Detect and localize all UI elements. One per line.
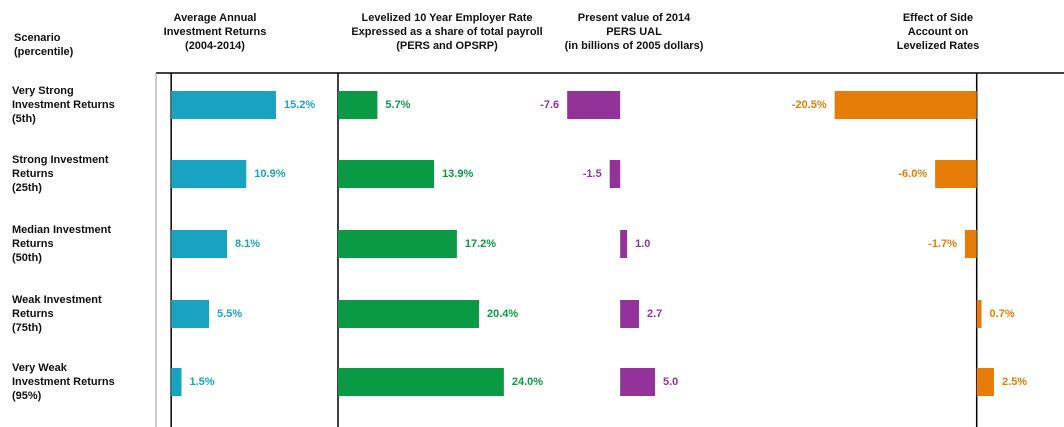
panel-title: Levelized Rates xyxy=(897,40,980,52)
value-label: 2.5% xyxy=(1002,376,1027,388)
row-label: Returns xyxy=(12,308,54,320)
row-label: Strong Investment xyxy=(12,154,109,166)
row-label: (50th) xyxy=(12,252,42,264)
value-label: 5.0 xyxy=(663,376,678,388)
value-label: -1.7% xyxy=(928,238,957,250)
bar xyxy=(964,230,977,258)
row-label: Returns xyxy=(12,238,54,250)
row-label: (75th) xyxy=(12,322,42,334)
value-label: -1.5 xyxy=(583,168,602,180)
bar xyxy=(620,230,628,258)
row-label: (5th) xyxy=(12,113,36,125)
panel-title: Investment Returns xyxy=(164,26,267,38)
bar xyxy=(338,368,504,396)
row-label: Median Investment xyxy=(12,224,111,236)
value-label: 17.2% xyxy=(465,238,496,250)
bar xyxy=(171,230,228,258)
value-label: -6.0% xyxy=(898,168,927,180)
panel-title: (2004-2014) xyxy=(185,40,245,52)
bar xyxy=(338,160,435,188)
value-label: 0.7% xyxy=(990,308,1015,320)
row-label: (95%) xyxy=(12,390,42,402)
bar xyxy=(976,300,982,328)
panel-title: Effect of Side xyxy=(903,12,973,24)
value-label: 2.7 xyxy=(647,308,662,320)
value-label: -7.6 xyxy=(540,99,559,111)
value-label: 1.5% xyxy=(190,376,215,388)
bar xyxy=(834,91,977,119)
panel-title: (in billions of 2005 dollars) xyxy=(565,40,704,52)
panel-title: (PERS and OPSRP) xyxy=(396,40,498,52)
bar xyxy=(171,300,210,328)
value-label: 10.9% xyxy=(254,168,285,180)
bar xyxy=(171,368,182,396)
row-label: Weak Investment xyxy=(12,294,102,306)
row-label: Returns xyxy=(12,168,54,180)
row-label: Very Weak xyxy=(12,362,68,374)
value-label: 24.0% xyxy=(512,376,543,388)
panel-title: Expressed as a share of total payroll xyxy=(351,26,542,38)
value-label: 8.1% xyxy=(235,238,260,250)
bar xyxy=(338,230,457,258)
value-label: 5.7% xyxy=(385,99,410,111)
row-label: Investment Returns xyxy=(12,376,115,388)
panel-title: Account on xyxy=(908,26,969,38)
row-label: Investment Returns xyxy=(12,99,115,111)
value-label: 5.5% xyxy=(217,308,242,320)
panel-title: Levelized 10 Year Employer Rate xyxy=(362,12,533,24)
row-header: (percentile) xyxy=(14,46,74,58)
bar xyxy=(171,160,247,188)
bar xyxy=(976,368,995,396)
value-label: -20.5% xyxy=(792,99,827,111)
bar xyxy=(620,300,639,328)
row-label: Very Strong xyxy=(12,85,74,97)
value-label: 1.0 xyxy=(635,238,650,250)
bar xyxy=(338,300,479,328)
panel-title: Present value of 2014 xyxy=(578,12,691,24)
value-label: 13.9% xyxy=(442,168,473,180)
bar xyxy=(338,91,378,119)
bar xyxy=(171,91,276,119)
value-label: 20.4% xyxy=(487,308,518,320)
row-label: (25th) xyxy=(12,182,42,194)
row-header: Scenario xyxy=(14,32,61,44)
panel-title: PERS UAL xyxy=(606,26,662,38)
bar xyxy=(609,160,621,188)
bar xyxy=(935,160,977,188)
bar xyxy=(620,368,656,396)
panel-title: Average Annual xyxy=(174,12,257,24)
value-label: 15.2% xyxy=(284,99,315,111)
bar xyxy=(567,91,621,119)
